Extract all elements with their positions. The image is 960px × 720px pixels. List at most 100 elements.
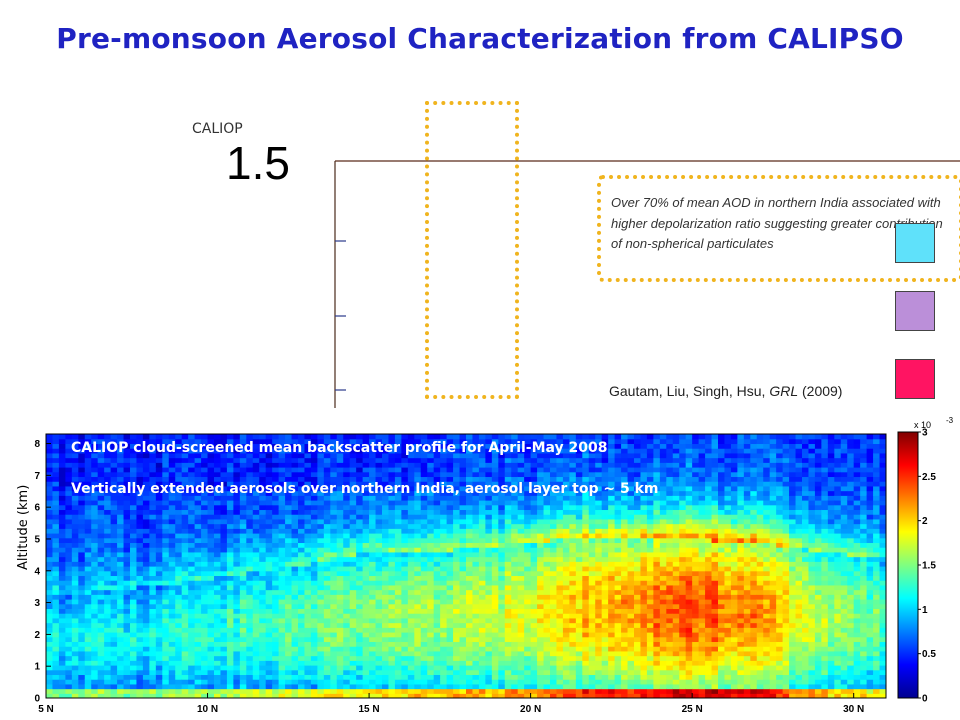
heatmap-cell [401, 669, 409, 676]
heatmap-cell [233, 584, 241, 591]
heatmap-cell [323, 537, 331, 544]
heatmap-cell [420, 495, 428, 501]
heatmap-cell [298, 617, 306, 624]
heatmap-cell [149, 448, 157, 454]
heatmap-cell [511, 636, 519, 643]
heatmap-cell [388, 443, 396, 449]
heatmap-cell [608, 655, 616, 661]
heatmap-cell [71, 509, 79, 515]
heatmap-cell [323, 650, 331, 657]
heatmap-cell [504, 674, 512, 680]
heatmap-cell [149, 438, 157, 445]
heatmap-cell [375, 570, 383, 577]
heatmap-cell [453, 570, 461, 577]
heatmap-cell [155, 632, 163, 638]
heatmap-cell [201, 575, 209, 581]
heatmap-cell [123, 679, 131, 685]
heatmap-cell [530, 443, 538, 449]
heatmap-cell [491, 490, 499, 496]
heatmap-cell [310, 443, 318, 449]
heatmap-cell [130, 514, 138, 520]
heatmap-cell [304, 504, 312, 511]
heatmap-cell [375, 636, 383, 643]
heatmap-cell [168, 570, 176, 577]
heatmap-cell [175, 584, 183, 591]
heatmap-cell [427, 467, 435, 473]
heatmap-cell [239, 518, 247, 525]
heatmap-cell [478, 471, 486, 478]
heatmap-cell [407, 655, 415, 661]
heatmap-cell [226, 452, 234, 459]
heatmap-cell [349, 580, 357, 586]
heatmap-cell [608, 537, 616, 544]
heatmap-cell [226, 438, 234, 445]
heatmap-cell [84, 462, 92, 468]
heatmap-cell [117, 476, 125, 482]
heatmap-cell [110, 584, 118, 591]
heatmap-cell [440, 452, 448, 459]
heatmap-cell [601, 490, 609, 496]
heatmap-cell [394, 613, 402, 619]
heatmap-cell [252, 584, 260, 591]
heatmap-cell [562, 509, 570, 515]
heatmap-cell [530, 575, 538, 581]
heatmap-cell [556, 504, 564, 511]
heatmap-cell [543, 599, 551, 605]
heatmap-cell [155, 551, 163, 558]
heatmap-cell [207, 669, 215, 676]
heatmap-cell [569, 646, 577, 652]
heatmap-cell [524, 584, 532, 591]
heatmap-cell [537, 589, 545, 595]
heatmap-cell [110, 641, 118, 647]
heatmap-cell [285, 533, 293, 539]
heatmap-cell [168, 504, 176, 511]
heatmap-cell [446, 622, 454, 628]
heatmap-cell [466, 603, 474, 610]
heatmap-cell [201, 485, 209, 492]
heatmap-cell [588, 490, 596, 496]
heatmap-cell [369, 481, 377, 487]
heatmap-cell [188, 537, 196, 544]
heatmap-cell [330, 599, 338, 605]
heatmap-cell [168, 575, 176, 581]
heatmap-cell [504, 603, 512, 610]
heatmap-cell [123, 641, 131, 647]
heatmap-cell [543, 688, 551, 694]
heatmap-cell [446, 608, 454, 614]
heatmap-cell [388, 669, 396, 676]
heatmap-cell [84, 542, 92, 548]
heatmap-cell [537, 599, 545, 605]
heatmap-cell [478, 594, 486, 600]
heatmap-cell [575, 523, 583, 529]
heatmap-cell [291, 641, 299, 647]
heatmap-cell [162, 599, 170, 605]
heatmap-cell [433, 452, 441, 459]
heatmap-cell [588, 660, 596, 666]
heatmap-cell [601, 528, 609, 534]
heatmap-cell [142, 669, 150, 676]
heatmap-cell [91, 617, 99, 624]
heatmap-cell [207, 467, 215, 473]
heatmap-cell [110, 608, 118, 614]
heatmap-cell [407, 617, 415, 624]
heatmap-cell [162, 575, 170, 581]
heatmap-cell [226, 622, 234, 628]
heatmap-cell [155, 471, 163, 478]
heatmap-cell [382, 556, 390, 562]
heatmap-cell [601, 641, 609, 647]
heatmap-cell [343, 679, 351, 685]
heatmap-cell [259, 476, 267, 482]
heatmap-cell [239, 523, 247, 529]
heatmap-cell [394, 443, 402, 449]
heatmap-cell [123, 457, 131, 463]
heatmap-cell [388, 485, 396, 492]
heatmap-cell [401, 641, 409, 647]
heatmap-cell [375, 542, 383, 548]
heatmap-cell [304, 467, 312, 473]
heatmap-cell [291, 646, 299, 652]
heatmap-cell [130, 462, 138, 468]
heatmap-cell [259, 485, 267, 492]
heatmap-cell [291, 481, 299, 487]
heatmap-cell [524, 566, 532, 572]
heatmap-cell [453, 632, 461, 638]
